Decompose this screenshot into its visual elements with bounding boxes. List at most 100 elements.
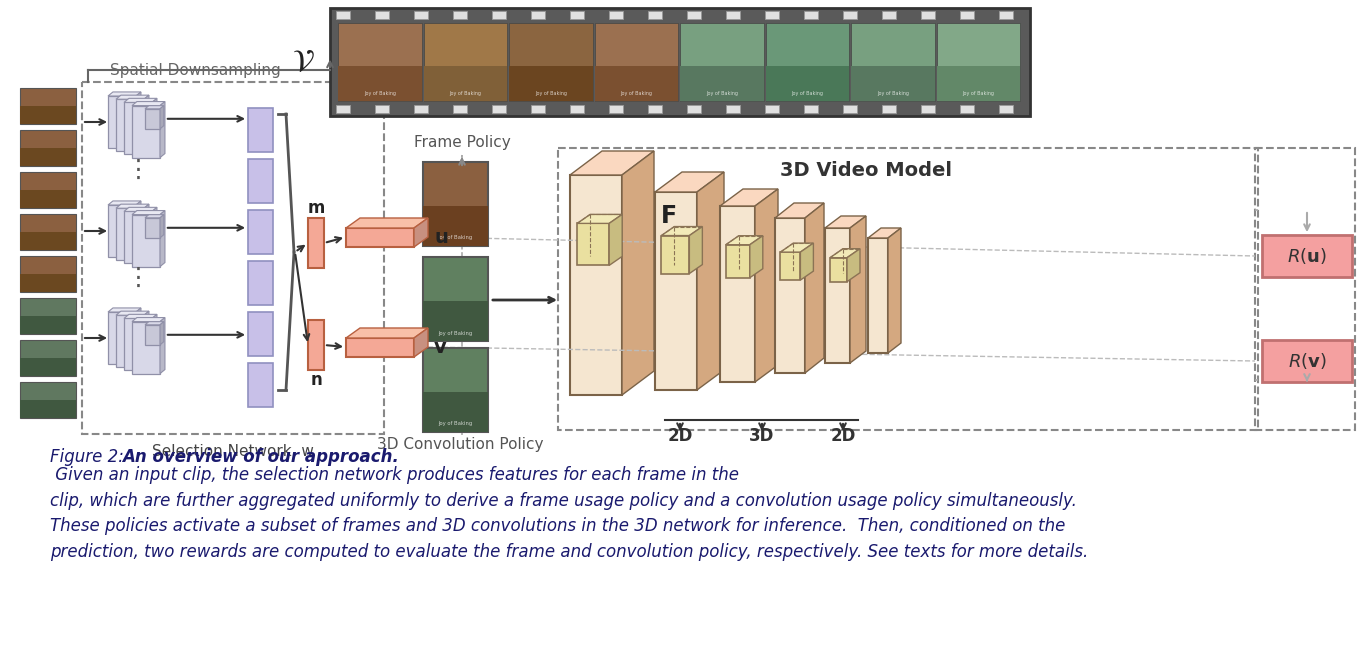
Bar	[375, 11, 390, 19]
Polygon shape	[346, 218, 428, 228]
Bar	[21, 316, 75, 334]
Polygon shape	[830, 248, 860, 258]
Text: Joy of Baking: Joy of Baking	[449, 92, 482, 96]
Text: 2D: 2D	[667, 427, 693, 445]
Bar	[493, 11, 506, 19]
Bar	[569, 11, 584, 19]
Bar	[21, 256, 75, 292]
Bar	[937, 23, 1019, 101]
Bar	[331, 8, 1030, 116]
Bar	[21, 340, 75, 376]
Bar	[132, 321, 161, 373]
Bar	[1262, 340, 1351, 382]
Polygon shape	[123, 98, 156, 102]
Polygon shape	[123, 315, 156, 319]
Polygon shape	[622, 151, 654, 395]
Bar	[868, 238, 888, 353]
Bar	[21, 106, 75, 124]
Polygon shape	[152, 315, 156, 370]
Polygon shape	[825, 216, 866, 228]
Bar	[423, 391, 488, 432]
Bar	[145, 218, 161, 238]
Bar	[338, 23, 421, 101]
Bar	[453, 11, 466, 19]
Bar	[681, 66, 763, 101]
Bar	[21, 190, 75, 208]
Bar	[307, 320, 324, 370]
Bar	[21, 400, 75, 418]
Polygon shape	[661, 226, 702, 236]
Bar	[375, 105, 390, 113]
Bar	[117, 315, 144, 367]
Bar	[766, 66, 849, 101]
Bar	[681, 23, 763, 101]
Polygon shape	[781, 243, 814, 252]
Text: 3D Video Model: 3D Video Model	[781, 160, 952, 180]
Bar	[82, 82, 384, 434]
Bar	[661, 236, 689, 274]
Polygon shape	[414, 218, 428, 247]
Text: Joy of Baking: Joy of Baking	[620, 92, 652, 96]
Polygon shape	[144, 95, 150, 151]
Polygon shape	[161, 322, 163, 345]
Polygon shape	[136, 308, 141, 364]
Bar	[578, 223, 609, 265]
Bar	[569, 175, 622, 395]
Bar	[21, 274, 75, 292]
Bar	[569, 105, 584, 113]
Bar	[999, 105, 1013, 113]
Text: Selection Network  w: Selection Network w	[152, 444, 314, 460]
Bar	[423, 257, 488, 341]
Bar	[687, 11, 701, 19]
Bar	[424, 66, 508, 101]
Bar	[609, 105, 623, 113]
Bar	[132, 106, 161, 158]
Polygon shape	[847, 248, 860, 282]
Text: 3D Convolution Policy: 3D Convolution Policy	[377, 438, 543, 452]
Text: Joy of Baking: Joy of Baking	[877, 92, 908, 96]
Polygon shape	[123, 207, 156, 211]
Bar	[248, 363, 273, 407]
Bar	[648, 11, 663, 19]
Polygon shape	[775, 203, 825, 218]
Text: Joy of Baking: Joy of Baking	[364, 92, 395, 96]
Polygon shape	[132, 317, 165, 321]
Bar	[108, 205, 136, 257]
Polygon shape	[161, 102, 165, 158]
Bar	[726, 11, 740, 19]
Bar	[145, 325, 161, 345]
Text: n: n	[310, 371, 322, 389]
Polygon shape	[851, 216, 866, 363]
Polygon shape	[888, 228, 901, 353]
Text: $R(\mathbf{v})$: $R(\mathbf{v})$	[1288, 351, 1327, 371]
Polygon shape	[805, 203, 825, 373]
Bar	[851, 23, 934, 101]
Bar	[726, 244, 750, 278]
Polygon shape	[108, 308, 141, 312]
Polygon shape	[578, 214, 622, 223]
Text: v: v	[434, 338, 447, 357]
Polygon shape	[117, 311, 150, 315]
Bar	[882, 105, 896, 113]
Polygon shape	[152, 207, 156, 263]
Text: m: m	[307, 199, 325, 217]
Text: ⋮: ⋮	[125, 158, 151, 182]
Bar	[766, 11, 779, 19]
Bar	[726, 105, 740, 113]
Bar	[248, 108, 273, 152]
Polygon shape	[108, 201, 141, 205]
Bar	[999, 11, 1013, 19]
Polygon shape	[654, 172, 724, 192]
Polygon shape	[108, 92, 141, 96]
Bar	[346, 338, 414, 357]
Bar	[336, 105, 350, 113]
Bar	[423, 348, 488, 432]
Polygon shape	[145, 106, 163, 109]
Bar	[248, 210, 273, 254]
Bar	[648, 105, 663, 113]
Polygon shape	[726, 236, 763, 244]
Bar	[558, 148, 1258, 430]
Bar	[21, 148, 75, 166]
Bar	[336, 11, 350, 19]
Bar	[720, 206, 755, 382]
